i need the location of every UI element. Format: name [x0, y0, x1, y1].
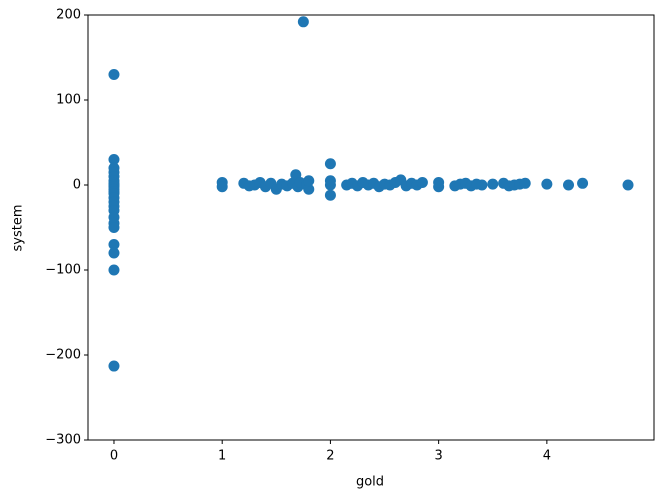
point	[519, 177, 531, 189]
point	[416, 176, 428, 188]
point	[324, 189, 336, 201]
point	[577, 177, 589, 189]
y-tick-label: −300	[45, 433, 81, 448]
point	[108, 239, 120, 250]
point	[433, 176, 445, 188]
point	[216, 181, 228, 193]
y-tick-label: −200	[45, 348, 81, 363]
point	[487, 178, 499, 190]
point	[324, 158, 336, 170]
point	[108, 360, 120, 372]
x-tick-label: 2	[326, 449, 334, 464]
point	[108, 247, 120, 259]
x-tick-label: 1	[218, 449, 226, 464]
point	[108, 154, 120, 165]
x-tick-label: 4	[543, 449, 551, 464]
point	[563, 179, 575, 191]
point	[108, 264, 120, 276]
point	[297, 16, 309, 28]
y-tick-label: 100	[56, 93, 81, 108]
point	[108, 222, 120, 233]
point	[622, 179, 634, 191]
point	[108, 69, 120, 80]
point	[541, 178, 553, 190]
point	[324, 179, 336, 191]
y-tick-label: 0	[73, 178, 81, 193]
point	[476, 179, 488, 191]
plot-frame	[87, 14, 655, 441]
y-tick-label: 200	[56, 8, 81, 23]
y-tick-label: −100	[45, 263, 81, 278]
x-tick-label: 0	[110, 449, 118, 464]
point	[303, 183, 315, 195]
x-tick-label: 3	[434, 449, 442, 464]
x-axis-label: gold	[356, 475, 384, 490]
y-axis-label: system	[11, 205, 26, 252]
point	[303, 175, 315, 187]
